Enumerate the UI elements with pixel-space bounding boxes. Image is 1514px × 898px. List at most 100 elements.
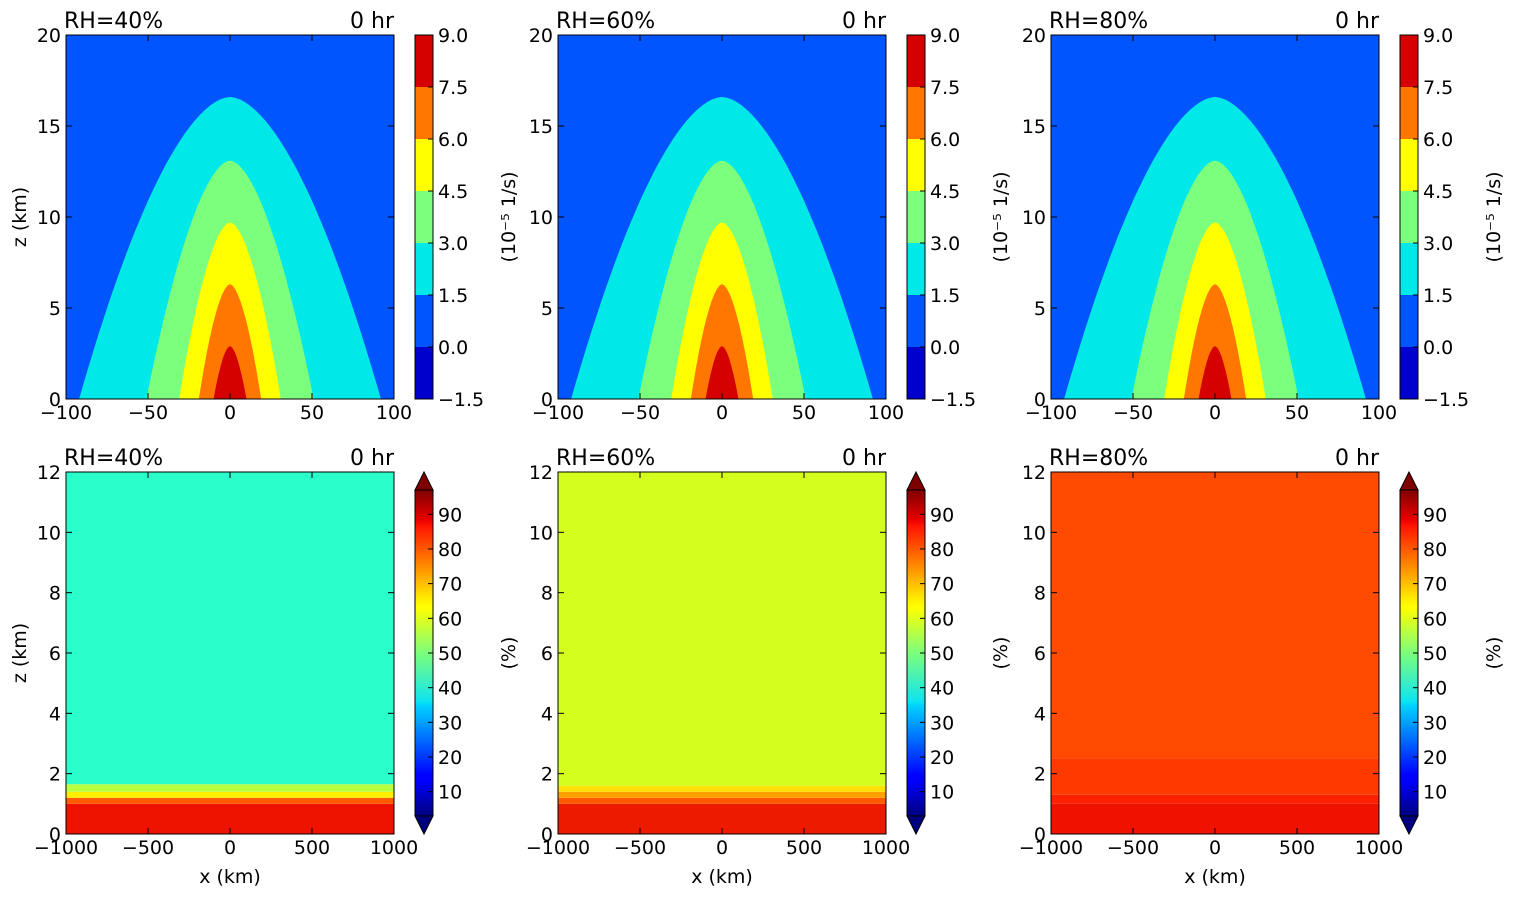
y-tick-label: 5 [541, 298, 553, 320]
rh-layer-3 [66, 784, 394, 792]
rh-layer-1 [558, 797, 886, 804]
panel-title-left: RH=80% [1049, 9, 1148, 34]
colorbar-tick-label: 60 [438, 608, 462, 630]
x-tick-label: 0 [716, 402, 728, 424]
rh-layer-4 [66, 472, 394, 785]
rh-layer-2 [1051, 758, 1379, 795]
colorbar-tick-label: 50 [438, 643, 462, 665]
colorbar-tick-label: 40 [930, 678, 954, 700]
colorbar-tick-label: 20 [930, 747, 954, 769]
panel-title-left: RH=60% [556, 446, 655, 471]
colorbar-tick-label: 10 [438, 782, 462, 804]
colorbar-tick-label: 6.0 [438, 129, 468, 151]
colorbar-tick-label: 1.5 [438, 285, 468, 307]
y-tick-label: 5 [49, 298, 61, 320]
y-tick-label: 8 [541, 583, 553, 605]
panel-title-left: RH=80% [1049, 446, 1148, 471]
colorbar-extend-max [1399, 470, 1419, 491]
y-tick-label: 2 [49, 764, 61, 786]
y-tick-label: 2 [1034, 764, 1046, 786]
panel-title-right: 0 hr [842, 9, 887, 34]
colorbar-label: (%) [498, 637, 520, 670]
colorbar-tick-label: 6.0 [930, 129, 960, 151]
x-tick-label: −500 [122, 837, 174, 859]
y-tick-label: 6 [541, 643, 553, 665]
panel-title-right: 0 hr [1335, 9, 1380, 34]
rh-layer-1 [1051, 794, 1379, 804]
colorbar-tick-label: 10 [1423, 782, 1447, 804]
colorbar-tick-label: 70 [930, 574, 954, 596]
colorbar-segment-4 [415, 139, 433, 191]
x-tick-label: −1000 [526, 837, 590, 859]
contour-level-4 [1198, 346, 1232, 399]
x-tick-label: 0 [1209, 837, 1221, 859]
x-tick-label: −100 [40, 402, 92, 424]
panel-title-right: 0 hr [350, 446, 395, 471]
y-tick-label: 15 [529, 116, 553, 138]
x-tick-label: −500 [614, 837, 666, 859]
panel-title-right: 0 hr [1335, 446, 1380, 471]
plot-area [1051, 35, 1379, 399]
x-tick-label: 50 [300, 402, 324, 424]
y-tick-label: 4 [1034, 703, 1046, 725]
y-tick-label: 5 [1034, 298, 1046, 320]
colorbar-tick-label: −1.5 [1423, 389, 1469, 411]
colorbar-tick-label: 3.0 [438, 233, 468, 255]
colorbar-tick-label: 40 [1423, 678, 1447, 700]
colorbar-extend-min [1399, 815, 1419, 836]
colorbar-tick-label: 70 [438, 574, 462, 596]
colorbar-tick-label: −1.5 [438, 389, 484, 411]
y-tick-label: 20 [37, 25, 61, 47]
colorbar-label: (10⁻⁵ 1/s) [990, 171, 1012, 262]
x-tick-label: 500 [294, 837, 330, 859]
colorbar-extend-max [414, 470, 434, 491]
colorbar-segment-5 [907, 87, 925, 139]
colorbar-tick-label: 1.5 [1423, 285, 1453, 307]
colorbar-segment-0 [907, 347, 925, 399]
x-tick-label: 50 [792, 402, 816, 424]
colorbar-tick-label: 3.0 [930, 233, 960, 255]
plot-area [1051, 472, 1379, 834]
colorbar-tick-label: 60 [1423, 608, 1447, 630]
colorbar-segment-1 [1400, 295, 1418, 347]
colorbar-label: (%) [1483, 637, 1505, 670]
colorbar-tick-label: 90 [930, 504, 954, 526]
x-tick-label: 1000 [862, 837, 910, 859]
colorbar-segment-6 [415, 35, 433, 87]
y-tick-label: 6 [49, 643, 61, 665]
colorbar-segment-6 [907, 35, 925, 87]
y-tick-label: 4 [49, 703, 61, 725]
contour-level-3 [1183, 284, 1247, 399]
colorbar-gradient [415, 490, 433, 816]
x-tick-label: 0 [224, 837, 236, 859]
colorbar-tick-label: 80 [438, 539, 462, 561]
panel-title-left: RH=60% [556, 9, 655, 34]
y-tick-label: 0 [541, 389, 553, 411]
y-tick-label: 8 [49, 583, 61, 605]
y-axis-label: z (km) [9, 187, 31, 247]
colorbar-extend-min [414, 815, 434, 836]
colorbar-label: (10⁻⁵ 1/s) [498, 171, 520, 262]
contour-level-3 [198, 284, 262, 399]
x-tick-label: −50 [128, 402, 168, 424]
colorbar-tick-label: −1.5 [930, 389, 976, 411]
x-tick-label: −500 [1107, 837, 1159, 859]
colorbar-tick-label: 9.0 [438, 25, 468, 47]
colorbar-segment-5 [415, 87, 433, 139]
y-tick-label: 6 [1034, 643, 1046, 665]
y-tick-label: 10 [37, 522, 61, 544]
colorbar-tick-label: 6.0 [1423, 129, 1453, 151]
colorbar-gradient [907, 490, 925, 816]
rh-layer-2 [558, 791, 886, 798]
colorbar-tick-label: 0.0 [1423, 337, 1453, 359]
x-axis-label: x (km) [199, 866, 261, 888]
colorbar-frame [414, 34, 434, 400]
colorbar-segment-1 [907, 295, 925, 347]
x-tick-label: 500 [1279, 837, 1315, 859]
y-tick-label: 20 [1022, 25, 1046, 47]
colorbar-tick-label: 80 [930, 539, 954, 561]
